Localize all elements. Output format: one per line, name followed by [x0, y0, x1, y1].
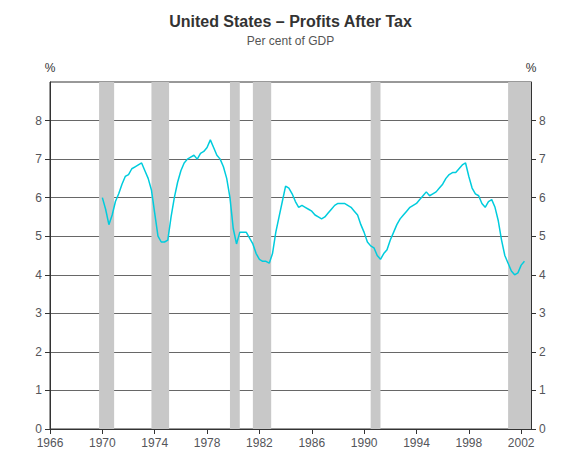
svg-text:United States – Profits After: United States – Profits After Tax	[169, 13, 412, 30]
svg-text:1982: 1982	[246, 436, 273, 450]
svg-text:4: 4	[539, 268, 546, 282]
svg-text:8: 8	[539, 114, 546, 128]
svg-text:0: 0	[35, 422, 42, 436]
svg-text:8: 8	[35, 114, 42, 128]
svg-text:1: 1	[35, 383, 42, 397]
svg-text:1970: 1970	[89, 436, 116, 450]
svg-text:1966: 1966	[37, 436, 64, 450]
svg-text:1978: 1978	[194, 436, 221, 450]
svg-text:6: 6	[539, 191, 546, 205]
svg-text:7: 7	[539, 152, 546, 166]
svg-text:1: 1	[539, 383, 546, 397]
svg-text:1990: 1990	[351, 436, 378, 450]
svg-text:2: 2	[539, 345, 546, 359]
svg-text:5: 5	[35, 229, 42, 243]
svg-text:2002: 2002	[508, 436, 535, 450]
svg-text:5: 5	[539, 229, 546, 243]
svg-text:1998: 1998	[455, 436, 482, 450]
svg-text:1986: 1986	[298, 436, 325, 450]
svg-text:7: 7	[35, 152, 42, 166]
svg-text:Per cent of GDP: Per cent of GDP	[247, 34, 334, 48]
svg-text:0: 0	[539, 422, 546, 436]
svg-text:1994: 1994	[403, 436, 430, 450]
svg-text:%: %	[45, 61, 56, 75]
svg-text:6: 6	[35, 191, 42, 205]
svg-text:3: 3	[35, 306, 42, 320]
svg-text:4: 4	[35, 268, 42, 282]
svg-text:3: 3	[539, 306, 546, 320]
svg-text:1974: 1974	[141, 436, 168, 450]
svg-text:%: %	[526, 61, 537, 75]
svg-text:2: 2	[35, 345, 42, 359]
